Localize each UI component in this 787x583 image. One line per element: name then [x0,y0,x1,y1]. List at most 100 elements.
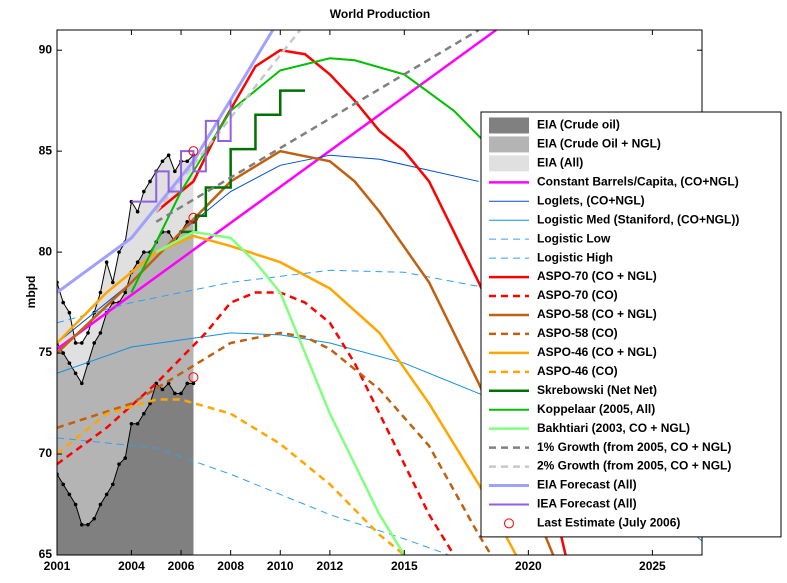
data-point [148,179,152,184]
data-point [92,516,97,521]
marker [188,146,199,157]
legend-label: Loglets, (CO+NGL) [537,193,645,207]
series-line [57,30,275,294]
data-point [173,169,177,174]
marker [188,372,199,383]
data-point [98,290,103,295]
legend-swatch [504,518,514,529]
data-point [135,421,140,426]
legend-label: EIA (Crude Oil + NGL) [537,137,661,151]
data-point [67,310,72,315]
x-tick-label: 2004 [118,559,145,573]
legend-label: Constant Barrels/Capita, (CO+NGL) [537,174,739,188]
data-point [61,351,66,355]
data-point [92,341,97,345]
legend-swatch [489,136,529,153]
data-point [117,250,121,254]
data-point [148,401,152,406]
legend-box [480,111,782,538]
series-line [57,30,497,351]
series-line [181,89,306,234]
data-point [185,220,190,224]
data-point [166,230,171,234]
series-line [57,234,518,555]
data-point [86,522,90,527]
series-line [155,230,406,555]
data-point [104,492,109,497]
legend-label: EIA (All) [537,156,583,170]
y-tick-label: 75 [39,345,53,359]
chart-title: World Production [330,7,430,21]
legend-label: ASPO-70 (CO) [537,288,618,302]
series-line [57,291,455,555]
legend-label: Last Estimate (July 2006) [537,516,680,530]
legend-label: 1% Growth (from 2005, CO + NGL) [537,440,731,454]
legend-label: Logistic Low [537,231,611,245]
legend-label: ASPO-58 (CO + NGL) [537,307,657,321]
data-point [73,371,78,376]
data-point [98,502,103,507]
series-line [155,30,480,223]
legend-label: EIA Forecast (All) [537,478,637,492]
legend-label: Logistic High [537,250,613,264]
y-axis-label: mbpd [24,276,38,309]
data-point [80,381,84,386]
data-point [123,290,128,295]
data-point [185,381,190,386]
data-point [160,159,165,164]
legend-swatch [489,155,529,172]
data-point [173,391,177,396]
plot-area [57,30,702,555]
data-point [111,280,115,285]
marker [188,212,199,223]
data-point [80,341,84,345]
data-point [73,341,78,345]
legend-label: ASPO-58 (CO) [537,326,618,340]
area [57,383,194,555]
axes: 65 70 75 80 85 90 2001 2004 2006 2008 2010 2012 2015… [39,29,703,573]
legend-label: IEA Forecast (All) [537,497,637,511]
data-point [123,456,128,460]
data-point [67,492,72,497]
data-point [98,331,103,335]
x-tick-label: 2006 [168,559,195,573]
x-tick-label: 2020 [515,559,542,573]
y-tick-label: 65 [39,547,53,561]
data-point [179,391,183,396]
data-point [73,502,78,507]
data-point [104,260,109,265]
legend-label: 2% Growth (from 2005, CO + NGL) [537,459,731,473]
series-line [130,57,505,293]
data-point [166,153,171,157]
data-point [142,250,146,254]
legend-label: Koppelaar (2005, All) [537,402,655,416]
y-tick-label: 85 [39,143,53,157]
x-tick-label: 2008 [217,559,244,573]
data-point [160,387,165,392]
data-point [135,209,140,214]
legend-label: Logistic Med (Staniford, (CO+NGL)) [537,212,739,226]
data-point [117,462,121,466]
data-point [67,361,72,365]
data-point [142,411,146,416]
y-tick-label: 80 [39,244,53,258]
y-tick-label: 70 [39,446,53,460]
x-tick-label: 2010 [267,559,294,573]
x-tick-label: 2001 [44,559,71,573]
legend-label: ASPO-46 (CO + NGL) [537,345,657,359]
x-tick-label: 2025 [639,559,666,573]
series-line [57,331,493,555]
data-point [129,421,134,426]
data-point [86,331,90,335]
y-tick-label: 90 [39,42,53,56]
data-point [135,260,140,265]
x-tick-label: 2015 [391,559,418,573]
legend-label: Bakhtiari (2003, CO + NGL) [537,421,690,435]
x-tick-label: 2012 [317,559,344,573]
data-point [61,482,66,487]
legend-label: Skrebowski (Net Net) [537,383,657,397]
data-point [191,381,196,386]
series-line [57,398,406,555]
data-point [61,300,66,305]
